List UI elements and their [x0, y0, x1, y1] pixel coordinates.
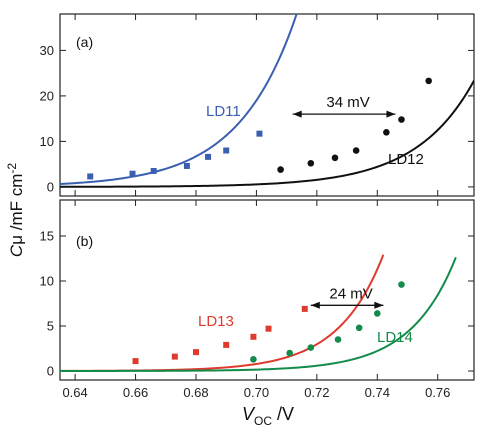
data-point-ld14: [307, 344, 315, 351]
fit-curve-ld11: [60, 14, 298, 185]
data-point-ld11: [223, 147, 230, 154]
data-point-ld14: [355, 324, 363, 332]
data-point-ld14: [250, 356, 257, 363]
x-axis-label-main: V: [242, 404, 256, 424]
panel-b-chart: 0 5 10 15 0.64 0.66 0.68 0.70 0.72 0.74 0.76 LD13 LD…: [40, 199, 475, 400]
x-tick-label: 0.68: [183, 385, 208, 400]
data-point-ld12: [331, 154, 339, 162]
x-tick-label: 0.72: [304, 385, 329, 400]
x-tick-label: 0.70: [244, 385, 269, 400]
series-label-ld13: LD13: [198, 313, 234, 330]
data-point-ld14: [286, 349, 293, 357]
shift-label: 34 mV: [326, 94, 369, 111]
data-point-ld13: [265, 325, 272, 332]
x-axis-label: VOC /V: [242, 404, 294, 427]
y-axis-label: Cμ /mF cm-2: [5, 163, 26, 257]
y-tick-label: 20: [40, 88, 54, 103]
data-point-ld11: [150, 167, 157, 174]
data-point-ld13: [192, 349, 199, 356]
fit-curve-ld14: [60, 256, 457, 372]
data-point-ld12: [307, 159, 315, 167]
y-tick-label: 30: [40, 43, 54, 58]
y-axis-label-sub: μ: [7, 235, 26, 245]
arrow-head-right: [386, 110, 396, 118]
x-tick-label: 0.66: [123, 385, 148, 400]
plot-frame-b: [59, 199, 475, 381]
data-point-ld11: [129, 170, 136, 177]
data-point-ld12: [383, 129, 390, 136]
x-axis-label-unit: /V: [272, 404, 294, 424]
data-point-ld12: [277, 166, 284, 173]
data-point-ld13: [223, 341, 230, 348]
data-point-ld14: [398, 281, 405, 288]
data-point-ld12: [398, 116, 405, 123]
arrow-head-left: [310, 301, 320, 309]
panel-b-label: (b): [76, 233, 93, 249]
y-tick-label: 0: [47, 364, 54, 379]
arrow-head-left: [292, 110, 302, 118]
data-point-ld13: [171, 353, 178, 360]
data-point-ld12: [352, 147, 360, 154]
fit-curve-ld12: [60, 80, 474, 188]
shift-label: 24 mV: [329, 285, 372, 302]
y-tick-label: 10: [40, 134, 54, 149]
data-point-ld11: [205, 153, 212, 160]
x-tick-label: 0.64: [62, 385, 87, 400]
data-point-ld11: [256, 130, 263, 137]
data-point-ld14: [373, 310, 381, 317]
series-label-ld12: LD12: [388, 151, 424, 168]
panel-a-chart: 0 10 20 30 LD11 LD12 34 mV: [40, 13, 475, 197]
y-axis-label-unit: /mF cm: [7, 174, 26, 235]
arrow-head-right: [374, 301, 384, 309]
y-axis-label-main: C: [7, 244, 26, 257]
data-point-ld13: [250, 333, 257, 340]
plot-frame-a: [59, 13, 475, 197]
y-tick-label: 5: [47, 319, 54, 334]
x-axis-label-sub: OC: [254, 414, 272, 427]
y-axis-label-exp: -2: [5, 163, 19, 174]
data-point-ld11: [87, 173, 94, 180]
data-point-ld14: [334, 336, 342, 343]
data-point-ld13: [132, 358, 139, 365]
series-label-ld11: LD11: [206, 103, 241, 120]
data-point-ld12: [425, 77, 432, 85]
x-tick-label: 0.76: [425, 385, 450, 400]
data-point-ld13: [301, 305, 308, 312]
series-label-ld14: LD14: [377, 329, 413, 346]
panel-a-label: (a): [76, 34, 93, 50]
y-tick-label: 0: [47, 179, 54, 194]
y-tick-label: 10: [40, 274, 54, 289]
y-tick-label: 15: [40, 229, 54, 244]
x-tick-label: 0.74: [365, 385, 390, 400]
data-point-ld11: [183, 162, 190, 169]
